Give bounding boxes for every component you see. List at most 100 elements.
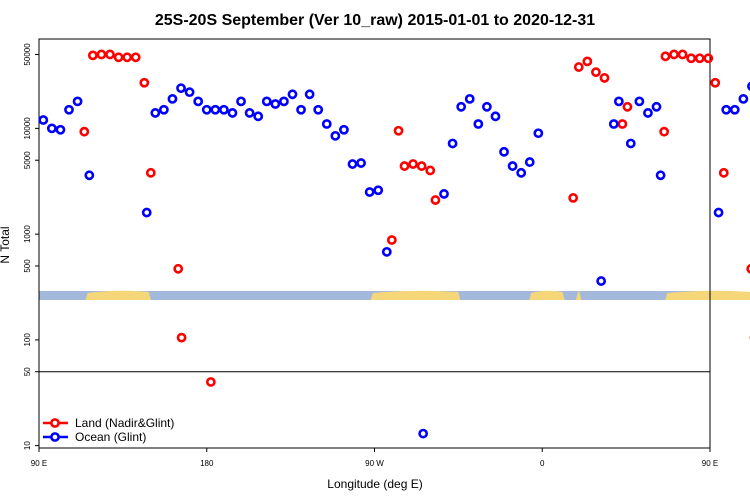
land-point	[87, 50, 98, 61]
ocean-point	[193, 96, 204, 107]
y-tick-label: 10	[23, 441, 32, 450]
land-point	[677, 49, 688, 60]
legend-marker	[50, 432, 60, 442]
land-segment	[85, 290, 151, 300]
land-point	[430, 195, 441, 205]
ocean-point	[596, 276, 607, 286]
land-point	[113, 52, 124, 63]
land-point	[386, 235, 397, 245]
ocean-point	[141, 207, 152, 218]
map-band	[39, 290, 750, 300]
ocean-point	[347, 159, 358, 169]
land-point	[660, 51, 671, 62]
ocean-point	[270, 99, 281, 109]
ocean-point	[499, 146, 509, 157]
x-tick-label: 90 E	[31, 459, 47, 468]
ocean-point	[158, 104, 169, 115]
land-point	[205, 377, 216, 387]
land-point	[173, 263, 184, 274]
plot-frame	[38, 38, 711, 449]
land-point	[416, 161, 427, 171]
land-point	[130, 52, 141, 63]
ocean-point	[381, 246, 392, 257]
ocean-point	[201, 104, 212, 115]
x-tick-label: 180	[200, 459, 214, 468]
ocean-point	[261, 96, 272, 107]
ocean-point	[84, 170, 95, 181]
ocean-point	[38, 115, 49, 125]
ocean-point	[339, 124, 349, 135]
ocean-point	[464, 93, 475, 104]
land-segment	[370, 290, 461, 300]
land-point	[393, 125, 404, 136]
ocean-point	[313, 104, 324, 115]
ocean-point	[279, 96, 289, 107]
y-axis-label: N Total	[0, 226, 12, 263]
ocean-point	[227, 108, 238, 118]
ocean-point	[507, 161, 518, 171]
land-point	[176, 332, 187, 343]
x-axis: 90 E 180 90 W 0 90 E	[31, 448, 718, 468]
y-tick-label: 50000	[23, 43, 32, 66]
ocean-point	[356, 158, 366, 168]
ocean-point	[533, 128, 544, 139]
land-point	[703, 53, 714, 64]
land-point	[659, 126, 670, 137]
land-point	[408, 159, 418, 169]
land-segment	[665, 290, 750, 300]
y-tick-label: 100	[23, 333, 32, 347]
ocean-point	[296, 104, 306, 115]
ocean-point	[46, 123, 57, 134]
land-segment	[529, 290, 565, 300]
ocean-point	[236, 96, 246, 107]
land-point	[718, 167, 729, 178]
legend: Land (Nadir&Glint)Ocean (Glint)	[43, 416, 174, 444]
ocean-point	[481, 101, 492, 112]
ocean-point	[72, 96, 83, 107]
legend-label: Land (Nadir&Glint)	[75, 416, 174, 430]
land-point	[599, 73, 610, 83]
land-segment	[575, 290, 582, 300]
y-tick-label: 1000	[23, 225, 32, 243]
ocean-point	[364, 187, 375, 197]
ocean-point	[729, 104, 740, 115]
ocean-point	[447, 138, 458, 149]
ocean-point	[373, 185, 384, 196]
land-point	[122, 52, 133, 63]
land-point	[617, 119, 628, 129]
ocean-point	[244, 108, 255, 118]
ocean-point	[439, 189, 449, 199]
ocean-point	[330, 130, 341, 141]
land-point	[105, 49, 115, 60]
ocean-point	[418, 428, 429, 439]
x-tick-label: 90 W	[365, 459, 384, 468]
ocean-point	[150, 108, 161, 118]
ocean-point	[655, 170, 666, 181]
land-point	[145, 167, 156, 178]
ocean-point	[167, 93, 178, 104]
ocean-point	[738, 93, 749, 104]
land-point	[686, 53, 697, 64]
ocean-point	[613, 96, 624, 107]
ocean-point	[287, 89, 298, 100]
land-point	[139, 77, 150, 88]
chart-title: 25S-20S September (Ver 10_raw) 2015-01-0…	[155, 12, 595, 29]
y-tick-label: 50	[23, 367, 32, 376]
ocean-point	[721, 104, 732, 115]
legend-label: Ocean (Glint)	[75, 430, 146, 444]
ocean-point	[713, 207, 724, 218]
ocean-point	[55, 124, 66, 135]
ocean-point	[321, 119, 332, 129]
x-tick-label: 90 E	[702, 459, 718, 468]
y-tick-label: 5000	[23, 151, 32, 169]
land-point	[622, 101, 633, 112]
land-point	[79, 126, 90, 137]
y-tick-label: 500	[23, 259, 32, 273]
land-point	[591, 67, 601, 78]
ocean-point	[184, 87, 195, 98]
ocean-point	[490, 111, 501, 122]
land-point	[96, 49, 107, 60]
land-point	[694, 53, 705, 64]
ocean-point	[304, 89, 315, 100]
